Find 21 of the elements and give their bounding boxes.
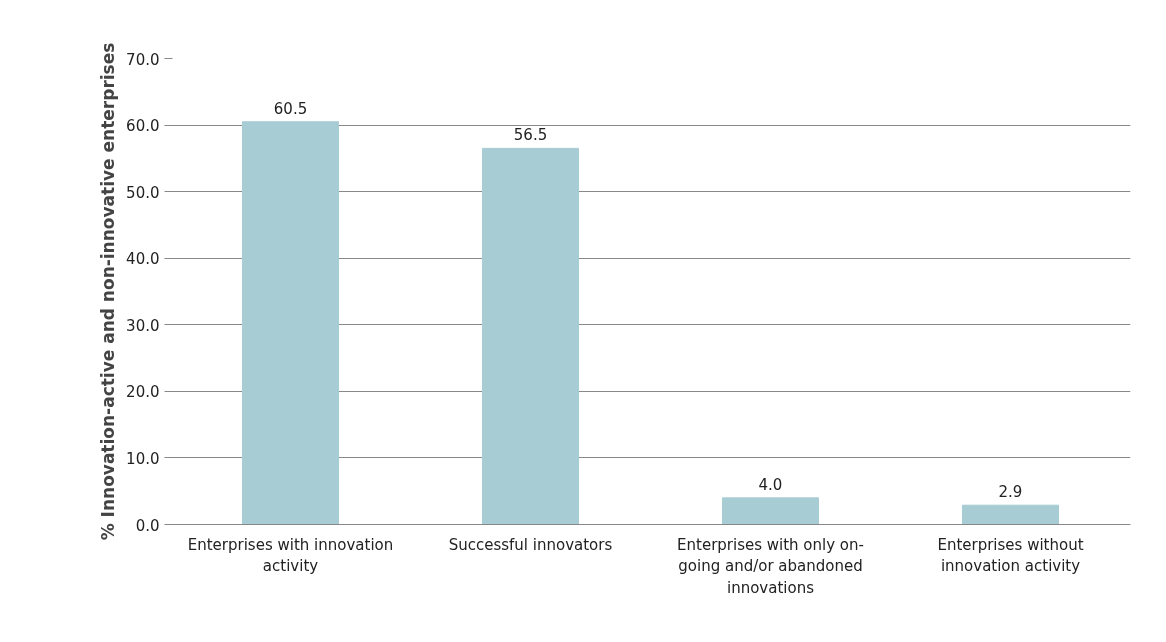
y-tick-label: 60.0 — [126, 117, 160, 136]
y-axis-title: % Innovation-active and non-innovative enterprises — [98, 42, 119, 541]
bar — [722, 497, 819, 525]
y-tick-label: 10.0 — [126, 449, 160, 468]
bar — [962, 504, 1059, 525]
x-tick-label: Enterprises with innovation activity — [187, 535, 394, 576]
data-label: 4.0 — [758, 475, 783, 494]
bar — [482, 147, 579, 525]
x-tick-label: Enterprises without innovation activity — [937, 535, 1084, 576]
x-tick-label: Successful innovators — [448, 535, 613, 554]
y-tick-label: 50.0 — [126, 183, 160, 202]
y-tick-label: 30.0 — [126, 316, 160, 335]
data-label: 2.9 — [998, 483, 1023, 502]
y-tick-label: 20.0 — [126, 383, 160, 402]
data-label: 56.5 — [513, 126, 548, 145]
bar — [242, 121, 339, 525]
y-tick-label: 40.0 — [126, 250, 160, 269]
x-tick-label: Enterprises with only on-going and/or abandoned innovations — [677, 535, 864, 597]
y-tick-label: 70.0 — [126, 50, 160, 69]
y-tick-label: 0.0 — [135, 516, 160, 535]
data-label: 60.5 — [273, 99, 308, 118]
